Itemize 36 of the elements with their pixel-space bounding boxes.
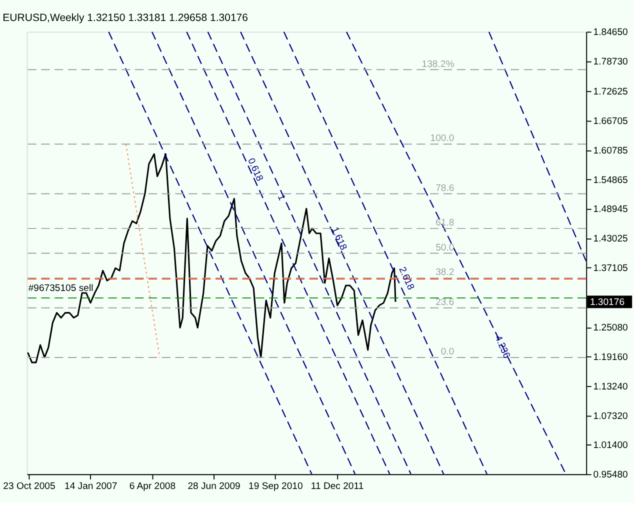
y-tick-label: 1.43025	[593, 234, 628, 245]
text: 1.30176	[590, 296, 625, 308]
x-tick-label: 6 Apr 2008	[129, 481, 176, 492]
annotation: 0.618	[245, 156, 265, 184]
x-tick-label: 11 Dec 2011	[310, 481, 364, 492]
y-tick-label: 1.25080	[593, 322, 628, 334]
y-tick-label: 1.13240	[593, 381, 628, 392]
y-tick-label: 1.78730	[593, 56, 628, 68]
annotation: 78.6	[436, 182, 454, 194]
y-tick-label: 1.54865	[593, 174, 628, 186]
y-tick-label: 1.01400	[593, 440, 628, 452]
y-tick-label: 1.72625	[593, 86, 628, 98]
y-tick-label: 1.84650	[593, 27, 628, 38]
x-tick-label: 19 Sep 2010	[248, 481, 303, 492]
line-series	[27, 153, 396, 364]
y-tick-label: 1.07320	[593, 410, 628, 422]
annotation: 100.0	[430, 133, 454, 144]
annotation: 50.0	[436, 242, 454, 254]
chart-title: EURUSD,Weekly 1.32150 1.33181 1.29658 1.30176	[2, 12, 248, 24]
x-tick-label: 23 Oct 2005	[3, 481, 56, 492]
y-tick-label: 1.37105	[593, 262, 628, 274]
annotation: #96735105 sell	[28, 283, 94, 294]
y-tick-label: 1.60785	[593, 145, 628, 156]
y-tick-label: 1.66705	[593, 116, 628, 128]
x-tick-label: 28 Jun 2009	[188, 481, 240, 492]
x-tick-label: 14 Jan 2007	[64, 481, 118, 492]
annotation: 38.2	[436, 267, 454, 278]
y-tick-label: 0.95480	[593, 470, 628, 481]
annotation: 2.618	[396, 265, 416, 292]
y-tick-label: 1.48945	[593, 204, 628, 216]
annotation: 61.8	[436, 218, 454, 229]
annotation: 23.6	[436, 296, 454, 308]
annotation: 138.2%	[422, 58, 455, 70]
annotation: 0.0	[440, 346, 454, 358]
y-tick-label: 1.19160	[593, 352, 628, 364]
annotation: 1.618	[328, 226, 349, 252]
